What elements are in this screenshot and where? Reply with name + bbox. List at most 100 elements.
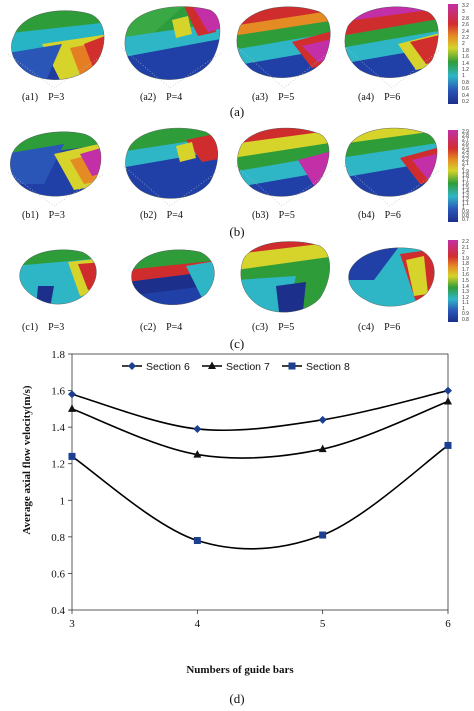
x-ticks: 3 4 5 6 [69,610,451,630]
contour-surface-b3 [235,127,333,207]
colorbar-tick: 2.1 [462,161,469,167]
series-group [68,386,452,550]
colorbar-a [448,4,458,104]
data-point [444,441,452,449]
colorbar-tick: 2 [462,165,465,171]
panel-label-b3: (b3) P=5 [252,210,295,221]
colorbar-tick: 1.2 [462,67,469,73]
colorbar-tick: 0.4 [462,92,469,99]
legend-marker [288,362,296,370]
colorbar-tick: 2.2 [462,157,469,163]
panel-label-c1: (c1) P=3 [22,322,65,333]
row-caption-c: (c) [229,336,245,351]
colorbar-tick: 1.4 [462,283,469,290]
contour-surface-b2 [123,127,221,207]
y-tick-label: 1.6 [51,386,65,398]
data-point [193,450,202,458]
colorbar-tick: 2.8 [462,133,469,139]
y-tick-label: 1.4 [51,422,65,434]
contour-surface-a3 [235,6,333,89]
panel-label-c2: (c2) P=4 [140,322,183,333]
colorbar-tick: 1 [462,305,465,312]
colorbar-tick: 2.9 [462,129,469,135]
y-tick-label: 1.2 [51,459,65,471]
panel-label-c3: (c3) P=5 [252,322,295,333]
colorbar-tick: 1.8 [462,261,469,268]
panel-label-b4: (b4) P=6 [358,210,401,221]
colorbar-tick: 1.1 [462,300,469,307]
data-point [68,452,76,460]
contour-surface-a2 [121,6,223,89]
colorbar-tick: 2.5 [462,145,469,151]
panel-label-b2: (b2) P=4 [140,210,183,221]
legend-marker [128,362,136,370]
colorbar-tick: 0.8 [462,79,469,86]
colorbar-tick: 1.3 [462,289,469,296]
row-c: (c1) P=3 (c2) P=4 (c3) P=5 (c4) P=6 [0,236,474,333]
plot-frame [71,353,449,611]
colorbar-tick: 1.7 [462,266,469,273]
colorbar-tick: 1 [462,73,465,80]
colorbar-tick: 1.4 [462,60,469,67]
contour-surface-c4 [348,247,435,307]
colorbar-tick: 1.3 [462,193,469,199]
colorbar-tick: 3 [462,9,465,16]
x-axis-title: Numbers of guide bars [186,664,294,676]
colorbar-tick: 1.8 [462,173,469,179]
colorbar-tick: 2.6 [462,141,469,147]
y-tick-label: 0.6 [51,568,65,580]
colorbar-tick: 2.4 [462,28,469,35]
colorbar-tick: 2.2 [462,35,469,41]
contour-surface-c2 [131,249,215,305]
colorbar-tick: 2.4 [462,149,469,155]
colorbar-tick: 3.2 [462,3,469,9]
contour-surface-a1 [7,10,105,89]
legend-label: Section 6 [146,361,190,373]
series-line-6 [71,389,449,432]
y-tick-label: 0.8 [51,532,65,544]
colorbar-tick: 1.4 [462,189,469,195]
legend-label: Section 7 [226,361,270,373]
panel-label-c4: (c4) P=6 [358,322,401,333]
legend-marker [208,361,216,369]
y-tick-label: 0.4 [51,605,65,617]
contour-surface-c3 [240,241,330,313]
series-line-7 [71,400,449,459]
colorbar-tick: 0.8 [462,317,469,323]
colorbar-tick: 1 [462,205,465,211]
panel-label-a1: (a1) P=3 [22,92,65,103]
colorbar-tick: 2.7 [462,137,469,143]
panel-label-a4: (a4) P=6 [358,92,401,103]
panel-label-b1: (b1) P=3 [22,210,65,221]
colorbar-tick: 0.6 [462,86,469,93]
panel-label-a3: (a3) P=5 [252,92,295,103]
row-b: (b1) P=3 (b2) P=4 (b3) P=5 (b4) P=6 [0,120,474,230]
colorbar-tick: 0.9 [462,311,469,318]
colorbar-tick: 1.9 [462,169,469,175]
chart-caption: (d) [229,691,244,706]
legend-label: Section 8 [306,361,350,373]
data-point [444,386,452,395]
data-point [444,397,452,405]
contour-surface-a4 [343,6,441,89]
x-tick-label: 3 [69,618,75,630]
colorbar-tick: 1.7 [462,177,469,183]
colorbar-tick: 1.8 [462,47,469,54]
colorbar-tick: 2 [462,250,465,257]
colorbar-tick: 0.9 [462,209,469,215]
legend: Section 6 Section 7 Section 8 [122,361,350,373]
colorbar-tick: 1.1 [462,201,469,207]
y-ticks: 0.4 0.6 0.8 1 1.2 1.4 1.6 1.8 [51,349,72,617]
row-a: (a1) P=3 (a2) P=4 (a3) P=5 (a4) P=6 [0,0,474,110]
colorbar-tick: 2.3 [462,153,469,159]
y-axis-title: Average axial flow velocity(m/s) [21,385,33,535]
x-tick-label: 5 [320,618,326,630]
y-tick-label: 1.8 [51,349,65,361]
data-point [193,424,202,433]
row-caption-b: (b) [229,224,245,239]
contour-surface-b1 [7,131,105,207]
data-point [318,415,327,424]
colorbar-tick: 1.6 [462,272,469,279]
row-caption-a: (a) [229,104,245,119]
colorbar-tick: 1.5 [462,185,469,191]
